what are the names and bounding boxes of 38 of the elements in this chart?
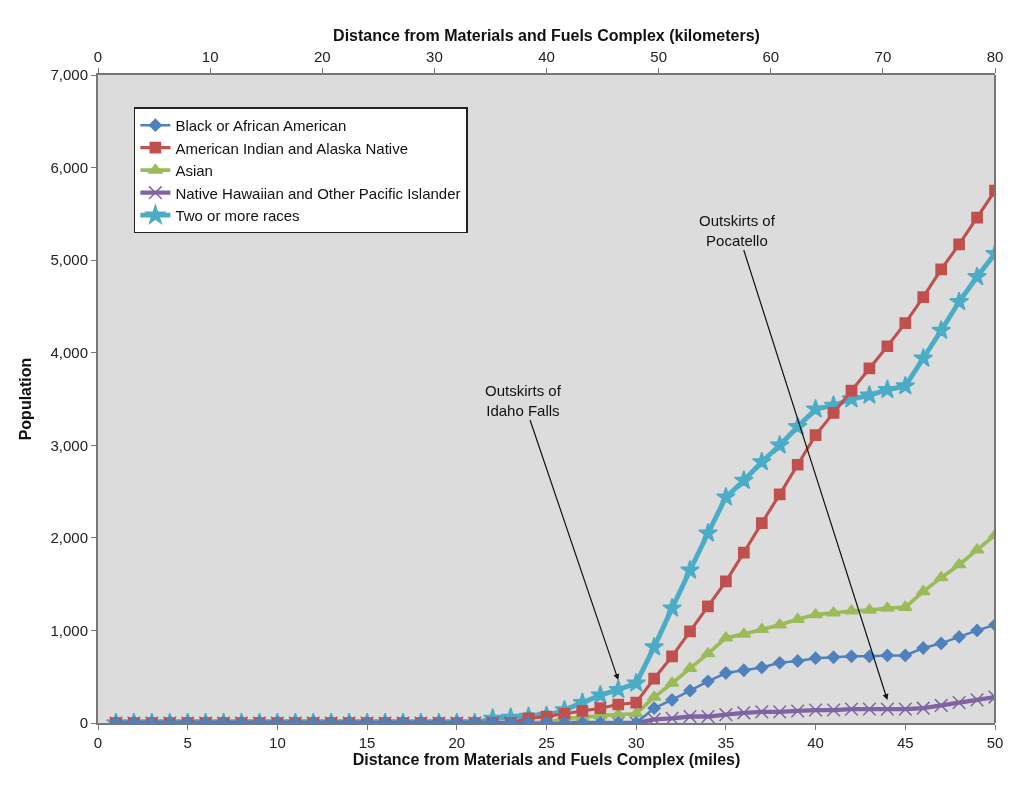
x2-tick-label: 40 [538,48,555,65]
y-axis-title: Population [16,357,34,441]
legend-label: Asian [175,162,213,179]
x-tick-label: 15 [358,734,376,751]
x-axis-title: Distance from Materials and Fuels Complex (miles) [352,751,741,769]
x2-tick-label: 20 [313,48,331,65]
x-tick-label: 5 [183,734,192,751]
x2-axis-title: Distance from Materials and Fuels Complex (kilometers) [333,27,760,45]
y-tick-label: 2,000 [50,529,88,547]
x2-tick-label: 50 [650,48,667,65]
x2-tick-label: 60 [762,48,780,65]
x-tick-label: 20 [448,734,466,751]
annotation: Outskirts of Pocatello [699,212,776,249]
y-tick-label: 3,000 [50,436,88,454]
x2-tick-label: 30 [426,48,443,65]
x2-tick-label: 10 [201,48,219,65]
x-tick-label: 25 [538,734,555,751]
legend-label: Black or African American [175,117,347,134]
y-tick-label: 4,000 [50,343,88,361]
x-tick-label: 40 [807,734,824,751]
x-tick-label: 0 [93,734,103,751]
x-tick-label: 10 [269,734,286,751]
x-tick-label: 45 [896,734,914,751]
x-tick-label: 35 [717,734,735,751]
y-tick-label: 6,000 [50,158,88,176]
x-tick-label: 50 [986,734,1004,751]
y-tick-label: 1,000 [50,621,88,639]
x2-tick-label: 70 [874,48,892,65]
y-tick-label: 5,000 [50,251,88,269]
x2-tick-label: 0 [93,48,103,65]
annotation: Outskirts of Idaho Falls [485,382,562,419]
y-tick-label: 7,000 [50,66,88,84]
legend-label: American Indian and Alaska Native [175,139,409,157]
x-tick-label: 30 [627,734,645,751]
x2-tick-label: 80 [986,48,1004,65]
y-tick-label: 0 [79,714,88,732]
legend-label: Native Hawaiian and Other Pacific Islander [175,184,461,202]
legend-label: Two or more races [175,207,300,224]
